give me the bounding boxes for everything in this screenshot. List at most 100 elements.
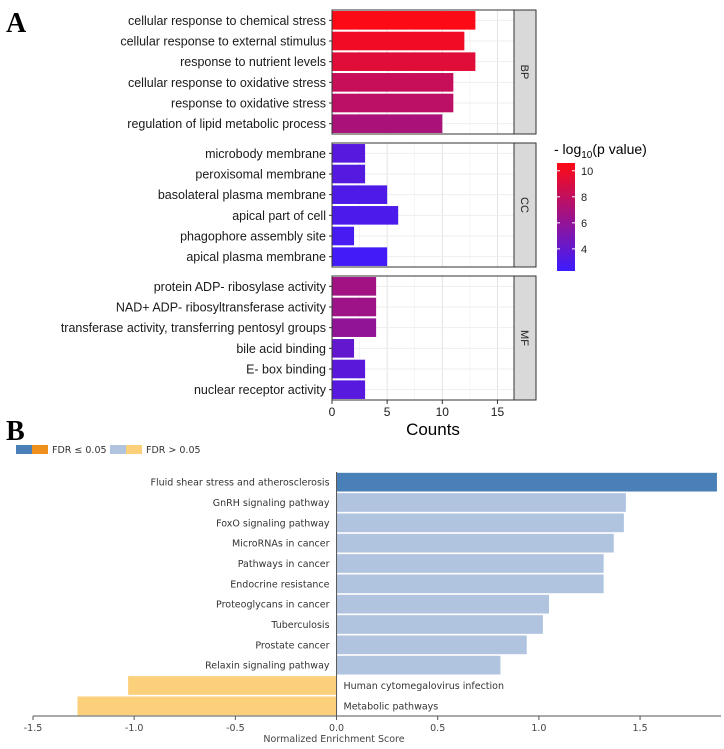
bar — [336, 655, 501, 675]
panel-a-legend: - log10(p value) 4 6 8 10 — [554, 141, 647, 271]
bar — [336, 574, 604, 594]
x-axis-title: Normalized Enrichment Score — [263, 734, 404, 745]
category-label: basolateral plasma membrane — [158, 188, 326, 202]
category-label: cellular response to oxidative stress — [128, 76, 326, 90]
category-label: nuclear receptor activity — [194, 383, 327, 397]
bar — [332, 277, 377, 296]
x-tick-label: -1.0 — [125, 723, 144, 734]
bar — [332, 164, 366, 184]
bar — [332, 247, 388, 266]
bar — [77, 696, 337, 716]
bar — [332, 93, 454, 113]
panel-b-chart: Fluid shear stress and atherosclerosis Gn… — [24, 472, 721, 745]
category-label: peroxisomal membrane — [195, 168, 326, 182]
legend-label: FDR > 0.05 — [146, 445, 201, 456]
x-axis-title: Counts — [406, 420, 460, 439]
category-label: cellular response to external stimulus — [120, 35, 326, 49]
x-tick-label: 5 — [384, 405, 391, 419]
category-label: phagophore assembly site — [180, 230, 326, 244]
legend-swatch — [32, 445, 48, 454]
bar — [332, 297, 377, 317]
category-label: regulation of lipid metabolic process — [127, 117, 326, 131]
legend-swatch — [126, 445, 142, 454]
x-tick-label: 15 — [491, 405, 505, 419]
category-label: Fluid shear stress and atherosclerosis — [150, 478, 329, 489]
category-label: bile acid binding — [236, 342, 326, 356]
bar — [332, 73, 454, 92]
bar — [332, 359, 366, 379]
category-label: apical plasma membrane — [186, 250, 326, 264]
bar — [336, 635, 527, 655]
legend-label: FDR ≤ 0.05 — [52, 445, 107, 456]
bar — [336, 554, 604, 573]
category-label: Proteoglycans in cancer — [216, 600, 330, 611]
bar — [332, 339, 355, 358]
x-tick-label: -1.5 — [24, 723, 43, 734]
panel-a-chart: cellular response to chemical stress cell… — [61, 9, 537, 439]
colorbar-tick-label: 8 — [581, 192, 587, 204]
category-label: Human cytomegalovirus infection — [344, 681, 505, 692]
panel-a-letter: A — [6, 8, 27, 39]
category-label: E- box binding — [246, 363, 326, 377]
colorbar-tick-label: 4 — [581, 244, 587, 256]
bar — [336, 594, 549, 614]
bar — [336, 493, 626, 512]
category-label: response to oxidative stress — [171, 97, 326, 111]
category-label: NAD+ ADP- ribosyltransferase activity — [116, 301, 327, 315]
category-label: microbody membrane — [205, 147, 326, 161]
category-label: transferase activity, transferring pento… — [61, 321, 326, 335]
facet-strip — [513, 142, 537, 268]
bar — [332, 185, 388, 204]
x-tick-label: 1.5 — [633, 723, 648, 734]
x-tick-label: 0.0 — [329, 723, 344, 734]
category-label: FoxO signaling pathway — [216, 518, 330, 529]
panel-b-letter: B — [6, 416, 25, 447]
legend-swatch — [16, 445, 32, 454]
bar — [332, 318, 377, 337]
bar — [332, 206, 399, 225]
category-label: Endocrine resistance — [230, 579, 329, 590]
category-label: Pathways in cancer — [238, 559, 330, 570]
facet-strip — [513, 9, 537, 135]
facet-background — [332, 10, 514, 134]
bar — [332, 31, 465, 51]
bar — [332, 226, 355, 246]
facet-strip-label: CC — [518, 197, 530, 213]
facet-strip-label: MF — [518, 330, 530, 346]
category-label: response to nutrient levels — [180, 55, 326, 69]
category-label: GnRH signaling pathway — [213, 498, 330, 509]
x-tick-label: -0.5 — [226, 723, 245, 734]
x-tick-label: 1.0 — [531, 723, 546, 734]
x-tick-label: 0 — [329, 405, 336, 419]
category-label: Tuberculosis — [270, 620, 329, 631]
category-label: Prostate cancer — [255, 640, 329, 651]
facet-mf: protein ADP- ribosylase activity NAD+ ADP… — [61, 275, 537, 401]
facet-background — [332, 143, 514, 267]
bar — [332, 144, 366, 163]
category-label: MicroRNAs in cancer — [232, 539, 330, 550]
facet-cc: microbody membrane peroxisomal membrane ba… — [158, 142, 537, 268]
category-label: Relaxin signaling pathway — [205, 661, 330, 672]
colorbar-tick-label: 10 — [581, 166, 593, 178]
panel-b-legend: FDR ≤ 0.05 FDR > 0.05 — [16, 445, 201, 456]
category-label: cellular response to chemical stress — [128, 14, 326, 28]
bar — [336, 615, 543, 634]
facet-bp: cellular response to chemical stress cell… — [120, 9, 537, 135]
x-tick-label: 10 — [436, 405, 450, 419]
category-label: protein ADP- ribosylase activity — [154, 280, 327, 294]
category-label: Metabolic pathways — [344, 701, 439, 712]
bar — [332, 380, 366, 399]
legend-swatch — [110, 445, 126, 454]
bar — [332, 52, 476, 71]
bar — [336, 472, 717, 492]
bar — [128, 676, 337, 695]
bar — [336, 513, 624, 533]
bar — [332, 114, 443, 133]
bar — [336, 533, 614, 553]
bar — [332, 11, 476, 30]
legend-title: - log10(p value) — [554, 141, 647, 161]
x-tick-label: 0.5 — [430, 723, 445, 734]
facet-background — [332, 276, 514, 400]
colorbar-tick-label: 6 — [581, 218, 587, 230]
